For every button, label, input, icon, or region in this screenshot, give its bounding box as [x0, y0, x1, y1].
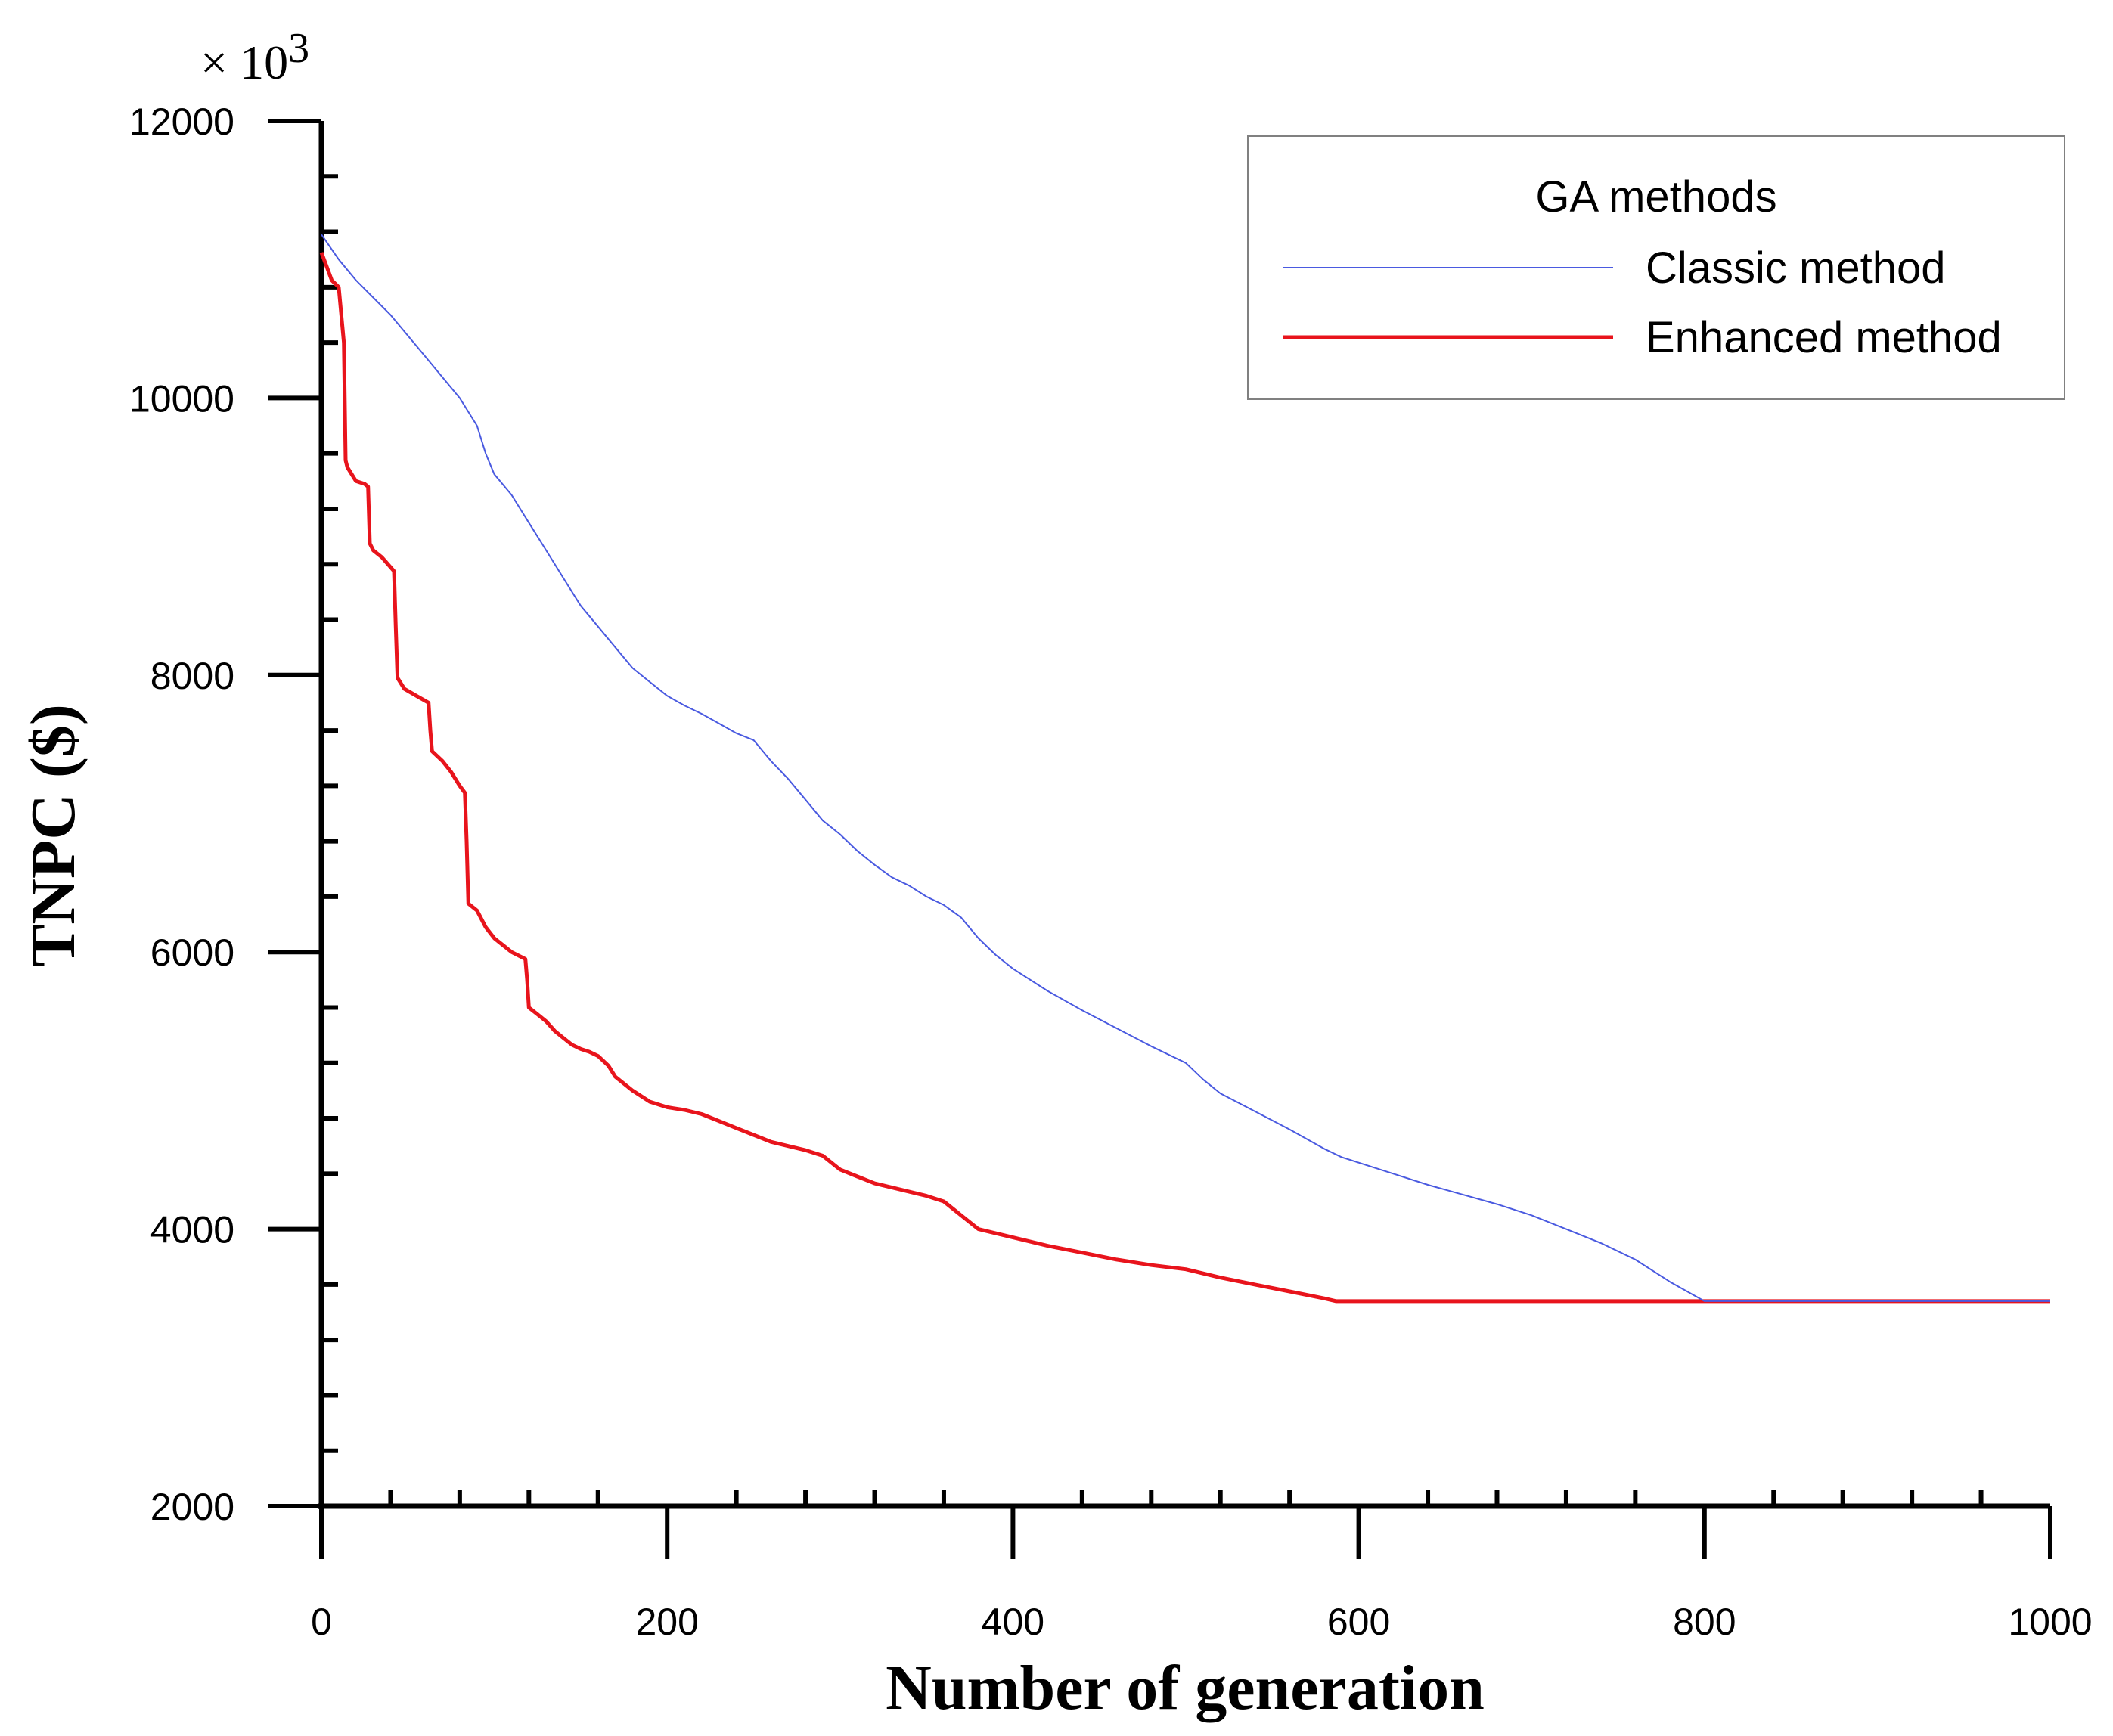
legend-label-enhanced: Enhanced method — [1646, 313, 2002, 362]
y-multiplier-exponent: 3 — [288, 25, 309, 72]
series-line-classic-method — [321, 234, 2050, 1302]
series-lines — [319, 234, 2050, 1304]
y-multiplier: × 103 — [200, 25, 309, 89]
y-axis-title: TNPC ($) — [18, 704, 88, 967]
axes — [318, 121, 2050, 1509]
y-tick-label: 6000 — [150, 932, 234, 974]
y-multiplier-prefix: × 10 — [200, 36, 288, 89]
ticks — [268, 119, 2052, 1559]
series-line-enhanced-method — [319, 252, 2050, 1304]
x-tick-label: 600 — [1327, 1601, 1390, 1643]
legend: GA methods Classic method Enhanced metho… — [1247, 135, 2065, 400]
x-tick-label: 200 — [635, 1601, 698, 1643]
y-tick-label: 2000 — [150, 1486, 234, 1528]
tick-labels: 2000 4000 6000 8000 10000 12000 0 200 400 600 800 1… — [129, 101, 2093, 1643]
x-tick-label: 400 — [982, 1601, 1044, 1643]
x-tick-label: 1000 — [2008, 1601, 2092, 1643]
x-axis-title: Number of generation — [886, 1653, 1485, 1723]
y-tick-label: 8000 — [150, 655, 234, 697]
legend-title: GA methods — [1535, 172, 1776, 222]
legend-label-classic: Classic method — [1646, 243, 1945, 293]
y-tick-label: 12000 — [129, 101, 234, 143]
x-tick-label: 800 — [1673, 1601, 1736, 1643]
y-tick-label: 4000 — [150, 1209, 234, 1251]
x-tick-label: 0 — [311, 1601, 332, 1643]
y-tick-label: 10000 — [129, 377, 234, 420]
